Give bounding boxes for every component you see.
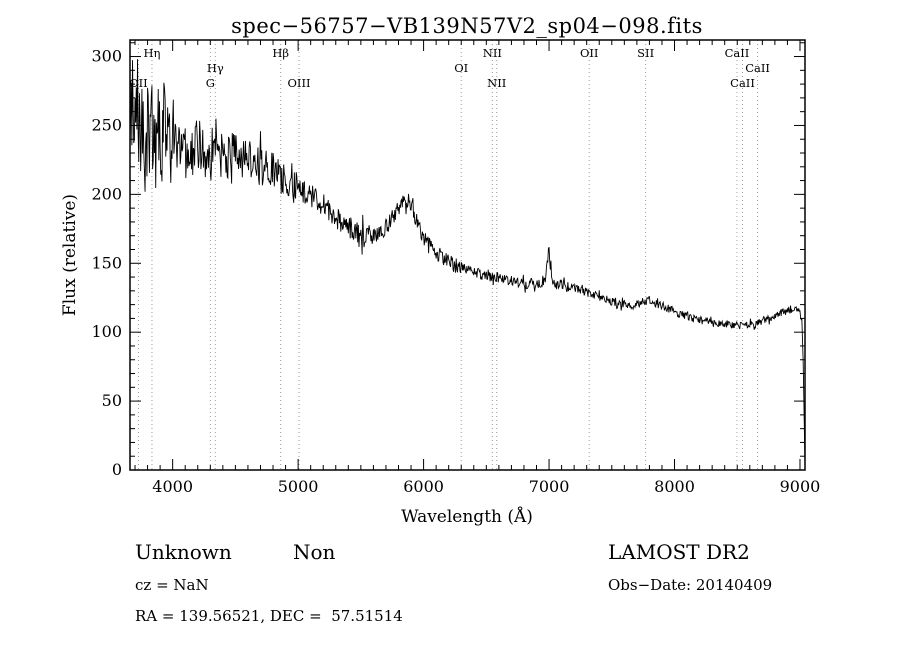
spectral-line-label: CaII bbox=[725, 46, 750, 60]
y-tick-label: 200 bbox=[91, 184, 122, 203]
spectral-line-label: OI bbox=[454, 61, 468, 75]
spectral-line-label: NII bbox=[483, 46, 502, 60]
plot-frame bbox=[129, 39, 806, 471]
object-class-label: Unknown bbox=[135, 540, 232, 564]
y-tick-label: 150 bbox=[91, 253, 122, 272]
y-tick-label: 300 bbox=[91, 47, 122, 66]
spectral-line-label: Hβ bbox=[272, 46, 289, 60]
x-tick-label: 6000 bbox=[403, 477, 444, 496]
spectral-line-label: Hη bbox=[143, 46, 160, 60]
x-tick-label: 9000 bbox=[780, 477, 821, 496]
obs-date-value: Obs−Date: 20140409 bbox=[608, 576, 773, 594]
y-tick-label: 250 bbox=[91, 115, 122, 134]
x-tick-label: 8000 bbox=[654, 477, 695, 496]
y-tick-label: 0 bbox=[112, 460, 122, 479]
cz-value: cz = NaN bbox=[135, 576, 209, 594]
survey-label: LAMOST DR2 bbox=[608, 540, 750, 564]
spectrum-trace bbox=[129, 59, 806, 469]
y-tick-label: 50 bbox=[102, 391, 122, 410]
spectral-line-label: NII bbox=[487, 76, 506, 90]
x-tick-label: 4000 bbox=[152, 477, 193, 496]
spectral-line-label: G bbox=[206, 76, 215, 90]
x-tick-label: 7000 bbox=[529, 477, 570, 496]
y-tick-label: 100 bbox=[91, 322, 122, 341]
y-axis-label: Flux (relative) bbox=[60, 193, 80, 317]
spectral-line-label: OII bbox=[580, 46, 599, 60]
spectral-line-label: CaII bbox=[745, 61, 770, 75]
x-tick-label: 5000 bbox=[278, 477, 319, 496]
spectral-line-label: Hγ bbox=[207, 61, 224, 75]
spectral-line-label: OII bbox=[129, 76, 148, 90]
spectral-line-label: CaII bbox=[730, 76, 755, 90]
spectral-line-label: OIII bbox=[287, 76, 310, 90]
object-subclass-label: Non bbox=[293, 540, 336, 564]
spectral-line-label: SII bbox=[637, 46, 654, 60]
ra-dec-value: RA = 139.56521, DEC = 57.51514 bbox=[135, 607, 403, 625]
x-axis-label: Wavelength (Å) bbox=[401, 507, 533, 527]
page-title: spec−56757−VB139N57V2_sp04−098.fits bbox=[231, 14, 703, 38]
